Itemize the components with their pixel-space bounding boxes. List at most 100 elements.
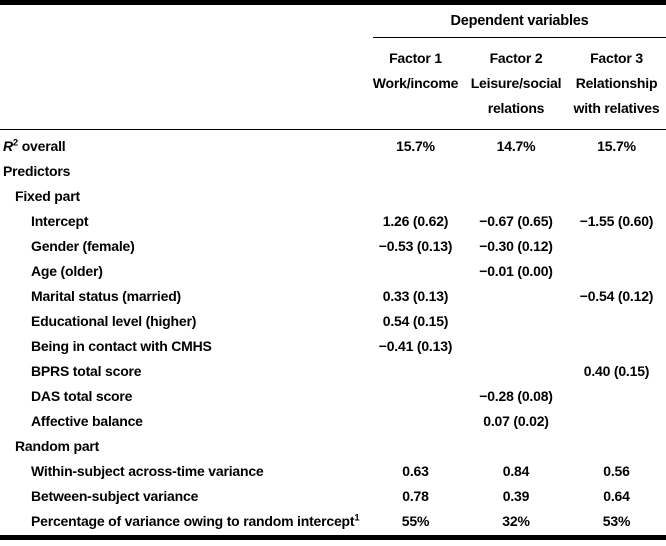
table-header: Dependent variables Factor 1 Work/income… bbox=[0, 5, 666, 130]
table-row: BPRS total score 0.40 (0.15) bbox=[0, 359, 666, 384]
row-label: DAS total score bbox=[31, 388, 133, 404]
value-cell: 55% bbox=[401, 513, 430, 529]
value-cell bbox=[366, 434, 465, 459]
row-label: Random part bbox=[15, 438, 100, 454]
dependent-variables-spanner: Dependent variables bbox=[373, 5, 666, 38]
value-cell bbox=[366, 259, 465, 284]
table-bottom-rule bbox=[0, 535, 666, 540]
value-cell: 14.7% bbox=[496, 138, 536, 154]
column-header-line: relations bbox=[487, 100, 545, 116]
column-header-factor-3: Factor 3 Relationship with relatives bbox=[567, 46, 666, 121]
value-cell bbox=[567, 184, 666, 209]
row-label: R2 overall bbox=[3, 137, 66, 154]
table-row: Intercept 1.26 (0.62) −0.67 (0.65) −1.55 (0… bbox=[0, 209, 666, 234]
row-label: Between-subject variance bbox=[31, 488, 199, 504]
value-cell bbox=[567, 384, 666, 409]
table-row: DAS total score −0.28 (0.08) bbox=[0, 384, 666, 409]
column-header-line: Factor 1 bbox=[389, 50, 442, 66]
value-cell bbox=[465, 434, 567, 459]
value-cell: −0.28 (0.08) bbox=[479, 388, 553, 404]
value-cell: −0.54 (0.12) bbox=[579, 288, 654, 304]
value-cell bbox=[567, 434, 666, 459]
value-cell: 0.40 (0.15) bbox=[583, 363, 650, 379]
value-cell bbox=[465, 159, 567, 184]
row-label: Affective balance bbox=[31, 413, 143, 429]
table-row: Gender (female) −0.53 (0.13) −0.30 (0.12) bbox=[0, 234, 666, 259]
value-cell: 0.63 bbox=[402, 463, 429, 479]
row-label: Fixed part bbox=[15, 188, 80, 204]
value-cell: 15.7% bbox=[597, 138, 636, 154]
value-cell: 0.56 bbox=[603, 463, 630, 479]
value-cell: 53% bbox=[602, 513, 631, 529]
table-row: Predictors bbox=[0, 159, 666, 184]
table-row: Between-subject variance 0.78 0.39 0.64 bbox=[0, 484, 666, 509]
value-cell: 1.26 (0.62) bbox=[382, 213, 449, 229]
value-cell: −0.30 (0.12) bbox=[479, 238, 553, 254]
table-row: Random part bbox=[0, 434, 666, 459]
column-header-factor-1: Factor 1 Work/income bbox=[366, 46, 465, 121]
value-cell bbox=[465, 309, 567, 334]
value-cell: −0.01 (0.00) bbox=[479, 263, 553, 279]
table-row: Age (older) −0.01 (0.00) bbox=[0, 259, 666, 284]
row-label: Being in contact with CMHS bbox=[31, 338, 212, 354]
table-top-rule bbox=[0, 0, 666, 5]
column-header-line: Work/income bbox=[372, 75, 459, 91]
value-cell bbox=[366, 384, 465, 409]
value-cell bbox=[567, 259, 666, 284]
row-label: Gender (female) bbox=[31, 238, 135, 254]
column-header-line bbox=[366, 96, 465, 121]
table-row: Affective balance 0.07 (0.02) bbox=[0, 409, 666, 434]
row-label: Educational level (higher) bbox=[31, 313, 197, 329]
stub-header-cell bbox=[0, 46, 366, 121]
column-header-row: Factor 1 Work/income Factor 2 Leisure/so… bbox=[0, 38, 666, 130]
row-label: Age (older) bbox=[31, 263, 103, 279]
table-body: R2 overall 15.7% 14.7% 15.7% Predictors Fixed… bbox=[0, 130, 666, 534]
value-cell bbox=[465, 184, 567, 209]
value-cell bbox=[366, 359, 465, 384]
value-cell bbox=[366, 184, 465, 209]
row-label: Predictors bbox=[3, 163, 71, 179]
value-cell bbox=[567, 409, 666, 434]
row-label: Marital status (married) bbox=[31, 288, 182, 304]
table-row: Educational level (higher) 0.54 (0.15) bbox=[0, 309, 666, 334]
value-cell: 0.39 bbox=[502, 488, 530, 504]
value-cell bbox=[567, 159, 666, 184]
value-cell: 0.54 (0.15) bbox=[382, 313, 449, 329]
column-header-factor-2: Factor 2 Leisure/social relations bbox=[465, 46, 567, 121]
value-cell bbox=[567, 334, 666, 359]
value-cell bbox=[465, 359, 567, 384]
value-cell: 15.7% bbox=[396, 138, 435, 154]
table-row: Marital status (married) 0.33 (0.13) −0.54… bbox=[0, 284, 666, 309]
table-row: Within-subject across-time variance 0.63 0… bbox=[0, 459, 666, 484]
value-cell: 0.33 (0.13) bbox=[382, 288, 449, 304]
column-header-line: Factor 2 bbox=[489, 50, 543, 66]
row-label: Percentage of variance owing to random i… bbox=[31, 512, 360, 529]
row-label: Within-subject across-time variance bbox=[31, 463, 264, 479]
value-cell: −0.67 (0.65) bbox=[479, 213, 553, 229]
column-header-line: Leisure/social bbox=[470, 75, 562, 91]
value-cell: 32% bbox=[502, 513, 530, 529]
value-cell bbox=[465, 334, 567, 359]
row-label: Intercept bbox=[31, 213, 89, 229]
value-cell bbox=[366, 159, 465, 184]
row-label: BPRS total score bbox=[31, 363, 142, 379]
table-row: Being in contact with CMHS −0.41 (0.13) bbox=[0, 334, 666, 359]
table-row: Percentage of variance owing to random i… bbox=[0, 509, 666, 534]
value-cell bbox=[567, 309, 666, 334]
value-cell: 0.84 bbox=[502, 463, 530, 479]
value-cell: 0.78 bbox=[402, 488, 429, 504]
column-header-line: with relatives bbox=[573, 100, 660, 116]
column-header-line: Factor 3 bbox=[590, 50, 643, 66]
table-row: Fixed part bbox=[0, 184, 666, 209]
value-cell: 0.07 (0.02) bbox=[483, 413, 549, 429]
value-cell bbox=[366, 409, 465, 434]
table-row: R2 overall 15.7% 14.7% 15.7% bbox=[0, 134, 666, 159]
value-cell: 0.64 bbox=[603, 488, 630, 504]
value-cell: −1.55 (0.60) bbox=[579, 213, 654, 229]
value-cell: −0.41 (0.13) bbox=[378, 338, 453, 354]
value-cell: −0.53 (0.13) bbox=[378, 238, 453, 254]
value-cell bbox=[567, 234, 666, 259]
value-cell bbox=[465, 284, 567, 309]
column-header-line: Relationship bbox=[575, 75, 658, 91]
